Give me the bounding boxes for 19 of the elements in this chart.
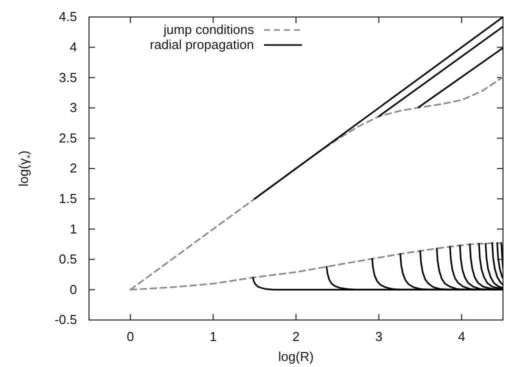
y-tick-label: 3 [70, 100, 77, 116]
legend-label: radial propagation [150, 37, 254, 52]
x-tick-label: 3 [375, 329, 382, 344]
y-tick-label: 4.5 [58, 9, 77, 24]
y-tick-label: 2 [70, 160, 77, 176]
y-tick-label: -0.5 [54, 312, 77, 328]
x-tick-label: 1 [210, 329, 217, 344]
y-tick-label: 4 [70, 39, 77, 54]
x-axis-title: log(R) [278, 349, 314, 364]
y-tick-label: 3.5 [58, 70, 77, 85]
x-tick-label: 2 [292, 329, 300, 344]
y-tick-label: 2.5 [58, 130, 77, 146]
x-tick-label: 0 [126, 329, 134, 344]
y-tick-label: 1 [70, 221, 77, 236]
y-tick-label: 0 [70, 282, 77, 297]
legend-label: jump conditions [162, 22, 254, 37]
x-tick-label: 4 [458, 329, 466, 344]
y-tick-label: 1.5 [58, 190, 77, 206]
y-tick-label: 0.5 [58, 252, 77, 267]
